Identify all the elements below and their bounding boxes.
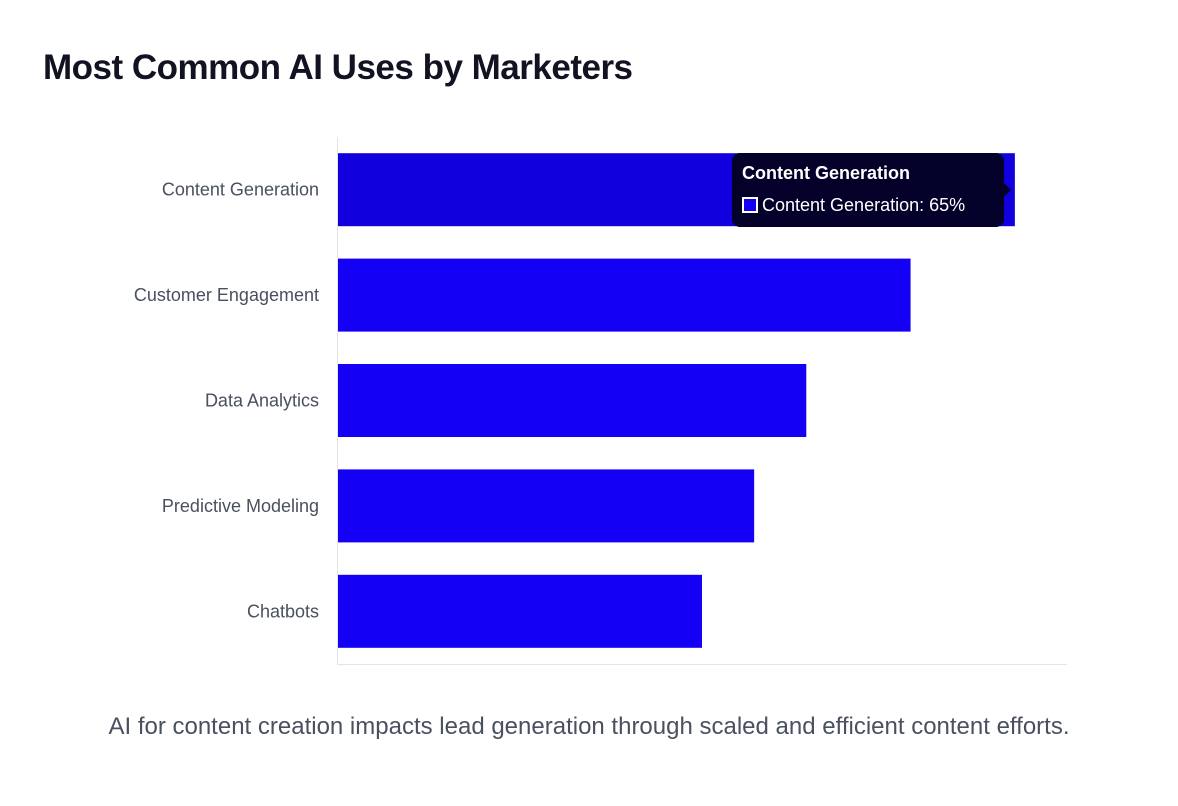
tooltip-title: Content Generation (742, 163, 911, 183)
bar-data-analytics[interactable] (338, 364, 807, 437)
tooltip: Content Generation Content Generation: 6… (732, 153, 1011, 227)
bar-customer-engagement[interactable] (338, 258, 911, 332)
category-label: Chatbots (247, 601, 319, 621)
category-label: Content Generation (162, 180, 319, 200)
chart-caption: AI for content creation impacts lead gen… (108, 713, 1070, 740)
tooltip-value: Content Generation: 65% (762, 195, 966, 215)
category-label: Data Analytics (205, 391, 319, 411)
bar-predictive-modeling[interactable] (338, 469, 755, 543)
bar-chatbots[interactable] (338, 574, 702, 648)
tooltip-row: Content Generation: 65% (742, 194, 994, 216)
chart-title: Most Common AI Uses by Marketers (43, 48, 633, 87)
category-label: Customer Engagement (134, 285, 319, 305)
tooltip-swatch (742, 197, 758, 213)
category-label: Predictive Modeling (162, 496, 319, 516)
